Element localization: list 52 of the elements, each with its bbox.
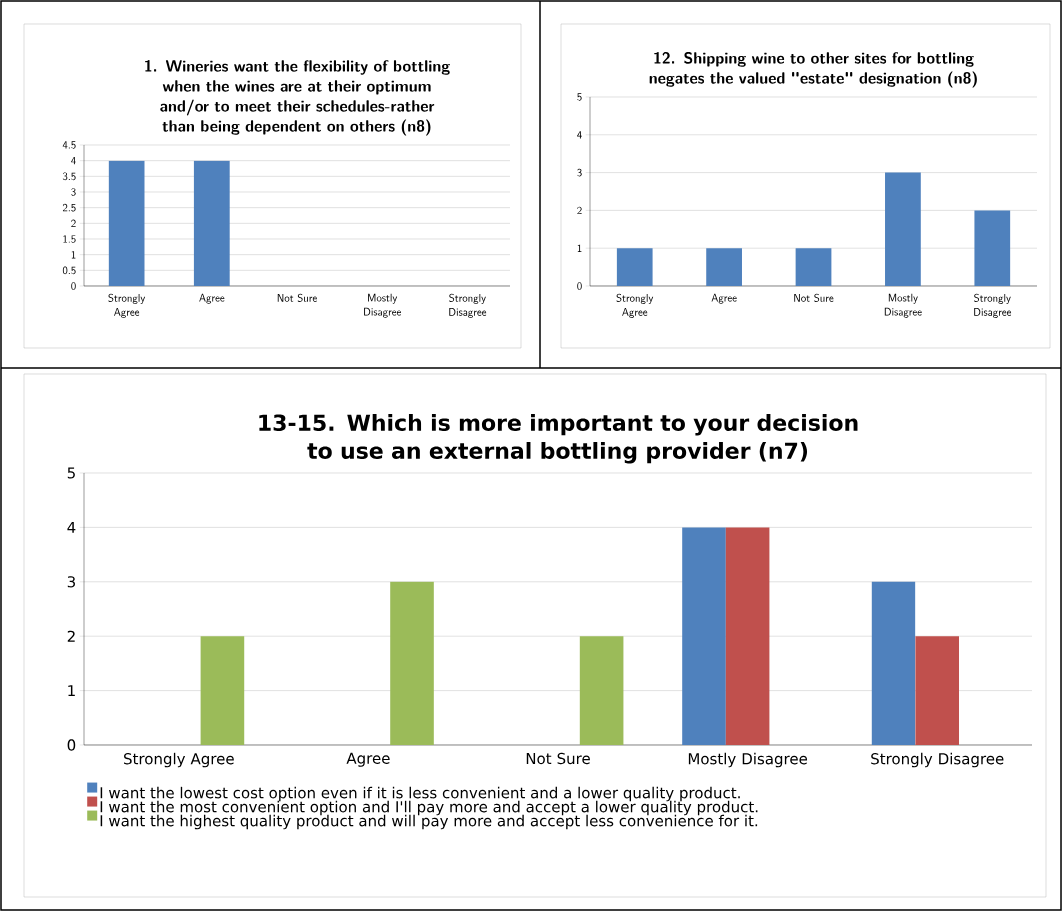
- y-tick-label: 1: [577, 244, 582, 252]
- bar: [871, 581, 916, 745]
- bar: [915, 636, 960, 745]
- y-tick-label: 5: [577, 93, 582, 101]
- bar: [885, 172, 921, 286]
- y-tick-label: 4.5: [62, 141, 76, 149]
- x-tick-label: Not Sure: [794, 293, 834, 302]
- x-tick-label: Strongly Agree: [124, 752, 234, 768]
- chart-title: 1. Wineries want the flexibility of bottling when the wines are at their optimum and/or to meet their schedules-rather than being dependent on others (n8): [145, 60, 450, 136]
- y-tick-label: 4: [71, 157, 76, 165]
- y-tick-label: 1: [71, 250, 76, 259]
- x-tick-label: Strongly Agree: [616, 293, 654, 318]
- bar: [616, 248, 653, 286]
- y-tick-label: 1.5: [63, 235, 76, 243]
- y-tick-label: 0: [577, 282, 582, 290]
- x-tick-label: Mostly Disagree: [884, 293, 922, 318]
- bar: [795, 248, 832, 286]
- x-tick-label: Strongly Disagree: [449, 293, 487, 318]
- y-tick-label: 1: [68, 685, 75, 697]
- y-tick-label: 3: [71, 188, 76, 196]
- y-tick-label: 3: [67, 576, 75, 588]
- bar: [706, 248, 742, 286]
- y-tick-label: 5: [67, 467, 75, 479]
- chart-title: 13-15. Which is more important to your decision to use an external bottling provider (n7): [259, 414, 858, 464]
- x-tick-label: Strongly Disagree: [871, 752, 1004, 768]
- y-tick-label: 4: [577, 131, 582, 139]
- x-tick-label: Not Sure: [526, 752, 590, 765]
- y-tick-label: 3: [577, 168, 582, 177]
- bar: [579, 636, 624, 745]
- x-tick-label: Strongly Agree: [108, 293, 146, 318]
- chart-title: 12. Shipping wine to other sites for bottling negates the valued "estate" designation (n8): [649, 52, 977, 88]
- y-tick-label: 2: [71, 219, 76, 228]
- y-tick-label: 2: [67, 630, 75, 642]
- x-tick-label: Not Sure: [277, 293, 317, 302]
- bar: [200, 636, 245, 745]
- x-tick-label: Mostly Disagree: [364, 293, 401, 318]
- bar: [725, 527, 770, 745]
- bar: [682, 527, 726, 745]
- y-tick-label: 2.5: [62, 203, 76, 212]
- x-tick-label: Strongly Disagree: [974, 293, 1012, 318]
- bar: [974, 210, 1011, 286]
- y-tick-label: 0.5: [62, 266, 76, 275]
- bar: [390, 581, 434, 745]
- y-tick-label: 0: [67, 739, 76, 751]
- y-tick-label: 3.5: [62, 172, 76, 181]
- x-tick-label: Agree: [711, 293, 737, 304]
- y-tick-label: 0: [71, 282, 76, 290]
- y-tick-label: 4: [67, 521, 76, 533]
- y-tick-label: 2: [577, 206, 582, 215]
- x-tick-label: Agree: [199, 293, 225, 304]
- x-tick-label: Mostly Disagree: [688, 752, 808, 768]
- x-tick-label: Agree: [346, 752, 390, 767]
